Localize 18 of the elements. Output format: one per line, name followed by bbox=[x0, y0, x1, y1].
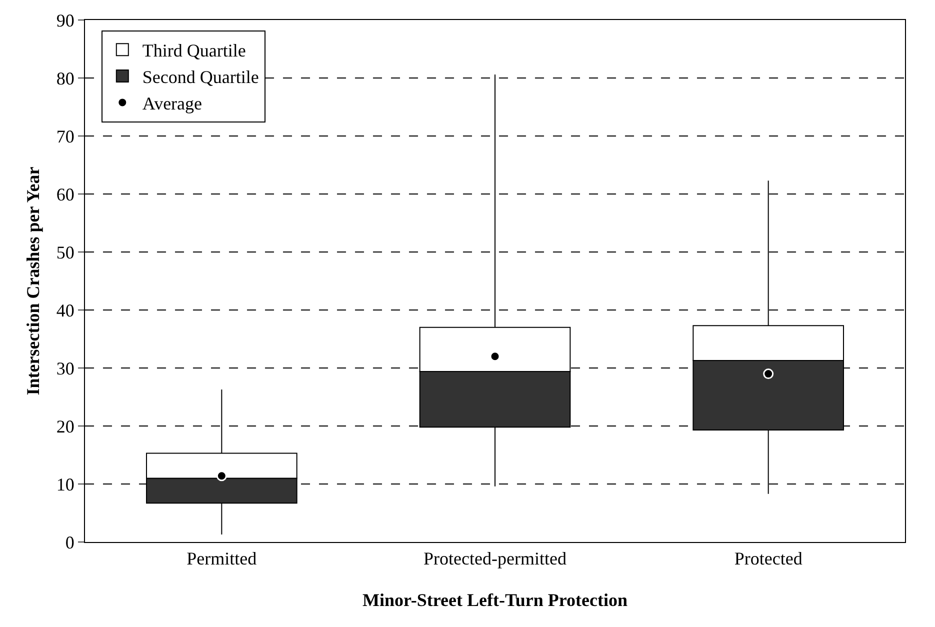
y-tick-label: 70 bbox=[56, 126, 74, 146]
y-tick-label: 20 bbox=[56, 416, 74, 436]
y-tick-label: 80 bbox=[56, 68, 74, 88]
x-tick-label: Protected-permitted bbox=[424, 548, 566, 569]
x-tick-label: Protected bbox=[734, 548, 802, 569]
y-tick-label: 50 bbox=[56, 242, 74, 262]
y-tick-label: 10 bbox=[56, 474, 74, 494]
x-tick-label: Permitted bbox=[186, 548, 257, 569]
legend-label: Third Quartile bbox=[142, 40, 246, 61]
legend-label: Average bbox=[142, 93, 202, 114]
legend-label: Second Quartile bbox=[142, 67, 259, 88]
x-axis-title: Minor-Street Left-Turn Protection bbox=[362, 590, 628, 610]
y-tick-label: 0 bbox=[65, 532, 74, 552]
y-tick-label: 40 bbox=[56, 300, 74, 320]
y-tick-label: 30 bbox=[56, 358, 74, 378]
y-tick-label: 90 bbox=[56, 10, 74, 30]
y-axis-title: Intersection Crashes per Year bbox=[23, 166, 43, 396]
y-tick-label: 60 bbox=[56, 184, 74, 204]
